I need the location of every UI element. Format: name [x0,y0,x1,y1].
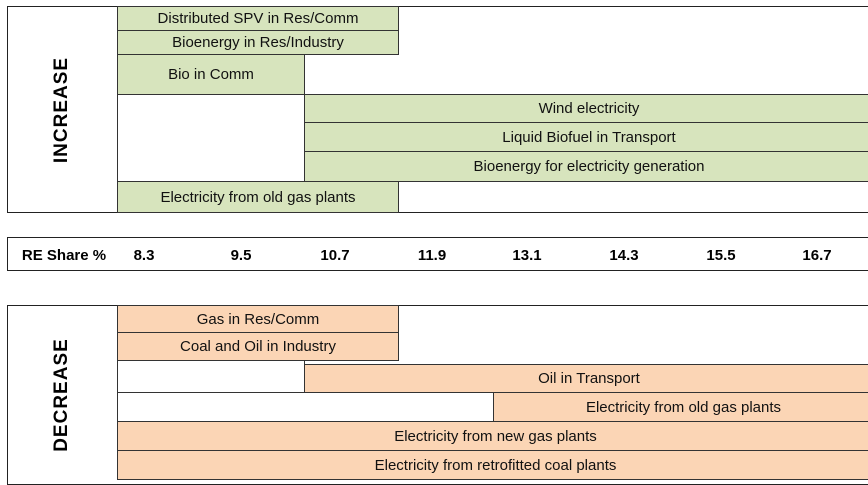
increase-item: Distributed SPV in Res/Comm [117,6,399,31]
decrease-label: DECREASE [51,338,72,452]
re-share-value: 10.7 [320,247,350,264]
blank-cell [117,94,305,182]
decrease-item: Electricity from old gas plants [493,392,868,422]
re-share-row [7,237,868,271]
decrease-item: Electricity from retrofitted coal plants [117,450,868,480]
increase-label: INCREASE [51,56,72,164]
re-share-value: 8.3 [133,247,155,264]
increase-item: Bioenergy for electricity generation [304,151,868,182]
re-share-label: RE Share % [21,247,107,264]
decrease-item: Coal and Oil in Industry [117,332,399,361]
blank-cell [117,360,305,393]
re-share-value: 14.3 [609,247,639,264]
re-share-value: 9.5 [230,247,252,264]
re-share-value: 15.5 [706,247,736,264]
re-share-value: 13.1 [512,247,542,264]
blank-cell [117,392,494,422]
re-share-value: 11.9 [417,247,447,264]
increase-panel [7,6,868,213]
decrease-item: Oil in Transport [304,364,868,393]
re-share-value: 16.7 [802,247,832,264]
increase-item: Bio in Comm [117,54,305,95]
increase-item: Electricity from old gas plants [117,181,399,213]
increase-item: Bioenergy in Res/Industry [117,30,399,55]
increase-item: Liquid Biofuel in Transport [304,122,868,152]
increase-item: Wind electricity [304,94,868,123]
decrease-item: Electricity from new gas plants [117,421,868,451]
decrease-item: Gas in Res/Comm [117,305,399,333]
